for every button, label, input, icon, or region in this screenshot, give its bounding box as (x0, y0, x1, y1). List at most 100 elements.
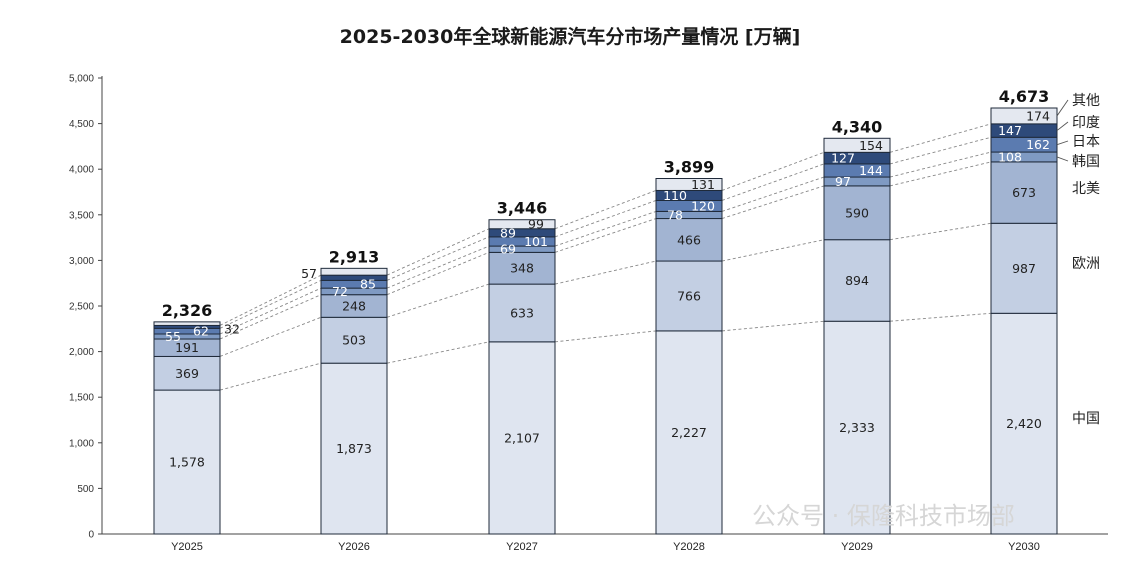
connector-line (721, 239, 825, 262)
bar-total-label: 3,446 (497, 199, 548, 218)
segment-label: 147 (998, 123, 1022, 138)
bar-segment (655, 218, 723, 262)
connector-line (889, 151, 992, 178)
bar-segment (153, 321, 221, 326)
segment-label: 987 (1012, 261, 1036, 276)
connector-line (219, 316, 322, 357)
x-tick-label: Y2026 (338, 541, 370, 553)
segment-label: 120 (691, 198, 715, 213)
y-tick-label: 3,000 (69, 256, 94, 267)
bar-total-label: 4,673 (999, 87, 1050, 106)
legend-label: 中国 (1072, 411, 1100, 427)
legend-leader-line (1056, 140, 1069, 146)
bar-total-label: 4,340 (832, 117, 883, 136)
bar-segment (823, 239, 891, 322)
y-tick-label: 5,000 (69, 74, 94, 85)
segment-label: 89 (500, 225, 516, 240)
segment-label: 1,578 (169, 455, 205, 470)
legend-label: 其他 (1072, 93, 1100, 109)
segment-label: 503 (342, 333, 366, 348)
bar-segment (488, 251, 556, 285)
segment-label: 673 (1012, 185, 1036, 200)
legend-label: 北美 (1072, 181, 1100, 197)
y-tick-label: 1,500 (69, 393, 94, 404)
segment-label: 1,873 (336, 441, 372, 456)
y-tick-label: 500 (77, 484, 94, 495)
connector-line (889, 136, 992, 165)
connector-line (554, 218, 657, 253)
connector-line (219, 287, 322, 335)
bar-segment (153, 327, 221, 335)
segment-label: 85 (360, 277, 376, 292)
segment-label: 32 (224, 321, 240, 336)
y-tick-label: 0 (88, 530, 94, 541)
legend-leader-line (1056, 99, 1069, 117)
segment-label: 633 (510, 305, 534, 320)
segment-label: 101 (524, 234, 548, 249)
connector-line (554, 260, 657, 285)
connector-line (889, 123, 992, 153)
connector-line (386, 228, 490, 276)
bar-segment (823, 176, 891, 187)
segment-label: 369 (175, 366, 199, 381)
segment-label: 2,107 (504, 430, 540, 445)
bar-segment (153, 355, 221, 391)
segment-label: 72 (332, 284, 348, 299)
connector-line (386, 245, 490, 289)
segment-label: 97 (835, 174, 851, 189)
bar-segment (320, 279, 388, 289)
connector-line (721, 320, 825, 332)
x-tick-label: Y2027 (506, 541, 538, 553)
segment-label: 69 (500, 242, 516, 257)
y-tick-label: 1,000 (69, 438, 94, 449)
y-tick-label: 3,500 (69, 210, 94, 221)
segment-label: 2,227 (671, 425, 707, 440)
y-tick-label: 2,500 (69, 302, 94, 313)
bar-total-label: 2,913 (329, 247, 380, 266)
bar-segment (320, 316, 388, 364)
legend-label: 日本 (1072, 134, 1100, 150)
connector-line (386, 251, 490, 296)
connector-line (386, 283, 490, 318)
connector-line (889, 222, 992, 241)
segment-label: 894 (845, 273, 869, 288)
segment-label: 766 (677, 288, 701, 303)
segment-label: 127 (831, 151, 855, 166)
bar-segment (320, 287, 388, 296)
segment-label: 590 (845, 205, 869, 220)
bar-segment (990, 312, 1058, 535)
segment-label: 174 (1026, 108, 1050, 123)
bar-segment (990, 161, 1058, 224)
legend-leader-line (1056, 156, 1069, 162)
bar-segment (655, 260, 723, 332)
bar-segment (320, 274, 388, 281)
segment-label: 248 (342, 299, 366, 314)
legend-label: 韩国 (1072, 154, 1100, 170)
connector-line (219, 274, 322, 326)
connector-line (889, 161, 992, 187)
bar-segment (655, 178, 723, 191)
connector-line (721, 151, 825, 191)
segment-label: 348 (510, 261, 534, 276)
connector-line (386, 236, 490, 281)
segment-label: 144 (859, 163, 883, 178)
bar-segment (488, 283, 556, 343)
segment-label: 2,333 (839, 420, 875, 435)
segment-label: 131 (691, 177, 715, 192)
connector-line (554, 210, 657, 247)
bar-segment (488, 219, 556, 230)
connector-line (386, 341, 490, 364)
segment-label: 110 (663, 188, 687, 203)
segment-label: 62 (193, 324, 209, 339)
watermark-text: 公众号 · 保隆科技市场部 (752, 502, 1015, 530)
connector-line (219, 279, 322, 329)
bar-total-label: 2,326 (162, 301, 213, 320)
connector-line (554, 330, 657, 343)
legend-label: 印度 (1072, 115, 1100, 131)
y-tick-label: 2,000 (69, 347, 94, 358)
segment-label: 466 (677, 232, 701, 247)
x-tick-label: Y2025 (171, 541, 203, 553)
segment-label: 57 (301, 266, 317, 281)
